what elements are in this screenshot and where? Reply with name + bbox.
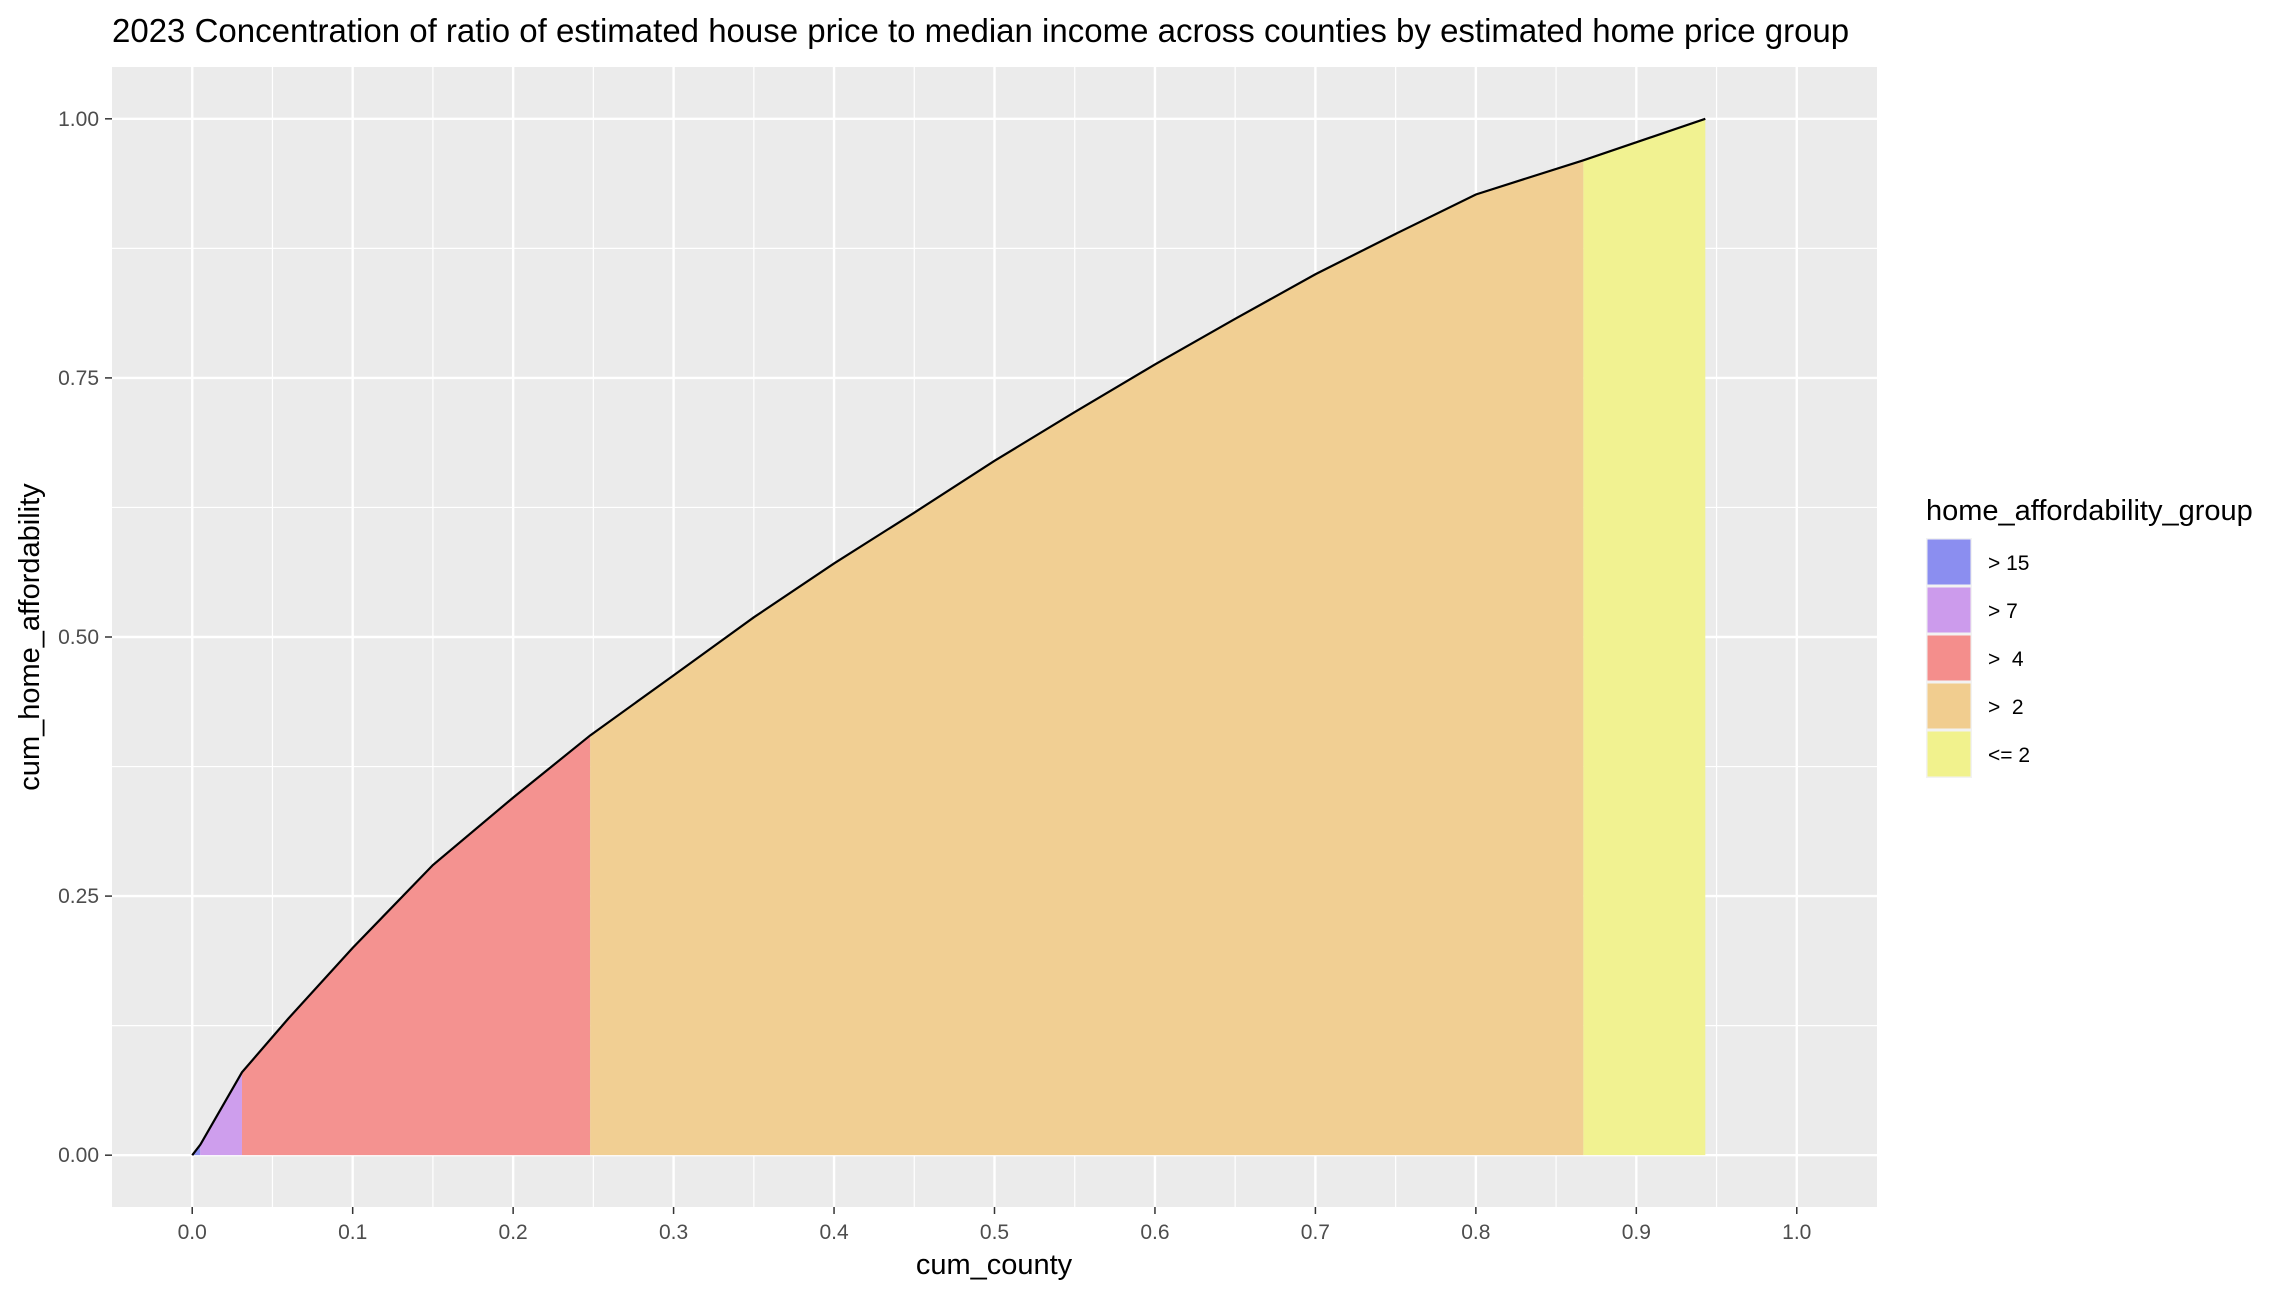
curve (191, 117, 1706, 1156)
legend-swatch (1927, 539, 1971, 585)
legend-swatch (1927, 635, 1971, 681)
x-tick-label: 0.6 (1140, 1221, 1169, 1244)
x-axis-title: cum_county (916, 1249, 1073, 1281)
x-tick-label: 0.4 (819, 1221, 849, 1244)
area-segment (1583, 118, 1706, 1156)
x-tick-label: 0.2 (499, 1221, 528, 1244)
y-tick-label: 0.25 (58, 885, 99, 908)
x-tick-label: 0.1 (338, 1221, 367, 1244)
legend-label: > 4 (1988, 648, 2024, 671)
area-segment (241, 735, 591, 1156)
y-tick-label: 0.75 (58, 367, 99, 390)
area-fills (192, 118, 1706, 1156)
curve-line (191, 117, 1706, 1156)
y-tick-label: 0.50 (58, 626, 99, 649)
legend-swatch (1927, 683, 1971, 729)
legend-title: home_affordability_group (1926, 495, 2253, 527)
legend-swatch (1927, 587, 1971, 633)
y-axis-title: cum_home_affordability (14, 483, 46, 791)
legend-swatch (1927, 731, 1971, 777)
y-tick-label: 1.00 (58, 108, 99, 131)
x-tick-label: 1.0 (1782, 1221, 1811, 1244)
x-tick-label: 0.7 (1301, 1221, 1330, 1244)
x-tick-label: 0.9 (1622, 1221, 1651, 1244)
legend-label: <= 2 (1988, 744, 2030, 767)
legend: home_affordability_group > 15 > 7 > 4 > 2 <=… (1926, 495, 2253, 778)
chart-title: 2023 Concentration of ratio of estimated… (112, 12, 1849, 49)
legend-label: > 2 (1988, 696, 2024, 719)
area-segment (590, 160, 1584, 1156)
x-tick-label: 0.3 (659, 1221, 688, 1244)
x-tick-label: 0.5 (980, 1221, 1009, 1244)
x-tick-label: 0.0 (178, 1221, 207, 1244)
legend-label: > 15 (1988, 552, 2029, 575)
x-tick-label: 0.8 (1461, 1221, 1490, 1244)
area-segment (200, 1072, 242, 1156)
y-tick-label: 0.00 (58, 1144, 99, 1167)
axes: 0.0 0.1 0.2 0.3 0.4 0.5 0.6 0.7 0.8 0.9 1.0 0.00 0.2… (58, 108, 1811, 1244)
legend-label: > 7 (1988, 600, 2018, 623)
